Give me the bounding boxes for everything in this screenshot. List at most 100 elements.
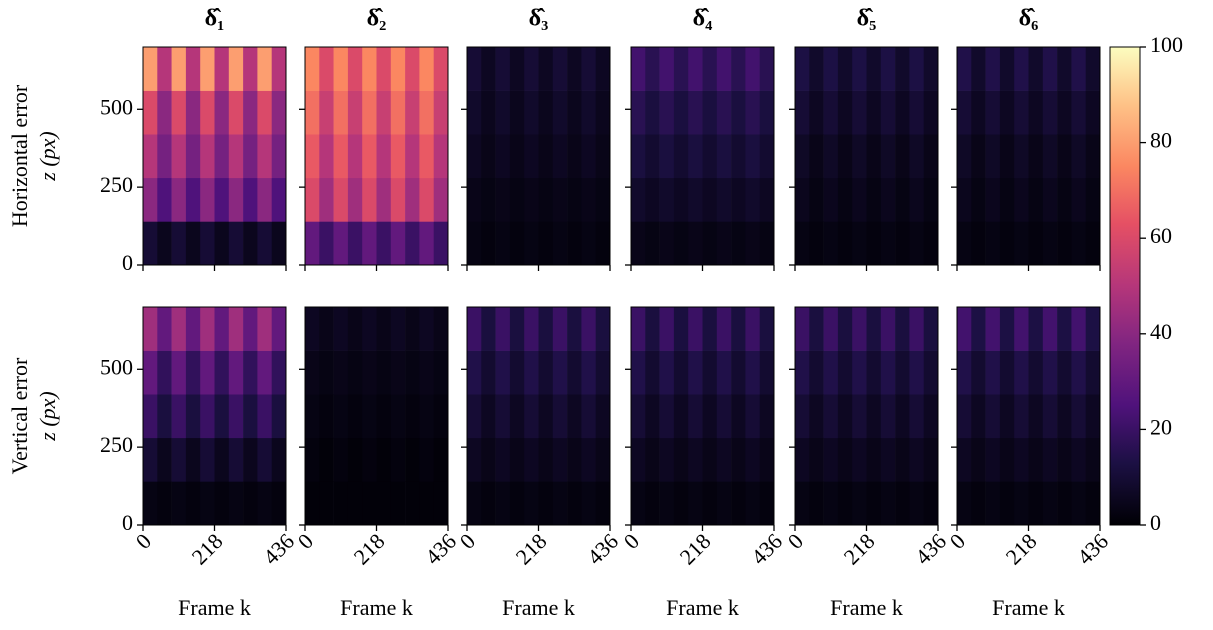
- heatmap-cell: [985, 47, 1001, 91]
- heatmap-cell: [271, 350, 287, 395]
- heatmap-cell: [631, 134, 646, 179]
- heatmap-cell: [716, 221, 732, 266]
- heatmap-cell: [1014, 90, 1029, 135]
- heatmap-cell: [524, 47, 539, 91]
- heatmap-cell: [673, 394, 689, 439]
- heatmap-cell: [923, 394, 939, 439]
- heatmap-cell: [795, 307, 810, 351]
- heatmap-cell: [1085, 221, 1101, 266]
- heatmap-cell: [347, 394, 363, 439]
- heatmap-cell: [1028, 221, 1044, 266]
- heatmap-cell: [852, 221, 867, 266]
- heatmap-cell: [538, 90, 554, 135]
- heatmap-cell: [795, 177, 810, 222]
- heatmap-cell: [1014, 350, 1029, 395]
- heatmap-cell: [333, 134, 349, 179]
- heatmap-cell: [347, 481, 363, 526]
- heatmap-cell: [538, 47, 554, 91]
- heatmap-cell: [243, 437, 258, 482]
- heatmap-cell: [631, 221, 646, 266]
- heatmap-cell: [809, 350, 824, 395]
- heatmap-cell: [390, 481, 406, 526]
- heatmap-cell: [362, 47, 377, 91]
- heatmap-cell: [985, 221, 1001, 266]
- heatmap-cell: [552, 134, 568, 179]
- heatmap-cell: [481, 437, 496, 482]
- heatmap-cell: [538, 437, 554, 482]
- heatmap-cell: [157, 177, 172, 222]
- heatmap-cell: [333, 437, 349, 482]
- colorbar: [1109, 46, 1141, 526]
- heatmap-cell: [524, 90, 539, 135]
- heatmap-cell: [837, 177, 853, 222]
- heatmap-cell: [809, 134, 824, 179]
- heatmap-cell: [837, 134, 853, 179]
- heatmap-cell: [200, 221, 215, 266]
- heatmap-cell: [957, 221, 972, 266]
- heatmap-cell: [362, 221, 377, 266]
- heatmap-cell: [347, 90, 363, 135]
- heatmap-cell: [567, 134, 582, 179]
- heatmap-cell: [631, 437, 646, 482]
- heatmap-cell: [866, 437, 882, 482]
- heatmap-cell: [759, 481, 775, 526]
- heatmap-cell: [823, 350, 839, 395]
- heatmap-cell: [688, 437, 703, 482]
- heatmap-cell: [243, 221, 258, 266]
- heatmap-cell: [909, 47, 924, 91]
- heatmap-cell: [716, 307, 732, 351]
- heatmap-cell: [595, 221, 611, 266]
- heatmap-cell: [923, 177, 939, 222]
- heatmap-cell: [1042, 134, 1058, 179]
- heatmap-cell: [852, 177, 867, 222]
- heatmap-cell: [390, 394, 406, 439]
- heatmap-cell: [731, 394, 746, 439]
- heatmap-cell: [481, 90, 496, 135]
- heatmap-cell: [376, 90, 392, 135]
- heatmap-cell: [745, 90, 760, 135]
- x-tick-label: 218: [675, 528, 716, 569]
- heatmap-cell: [895, 47, 910, 91]
- heatmap-cell: [376, 134, 392, 179]
- heatmap-cell: [1042, 350, 1058, 395]
- heatmap-cell: [731, 350, 746, 395]
- heatmap-cell: [481, 307, 496, 351]
- heatmap-cell: [257, 350, 272, 395]
- heatmap-cell: [837, 350, 853, 395]
- heatmap-cell: [880, 437, 896, 482]
- heatmap-cell: [319, 307, 334, 351]
- heatmap-cell: [200, 177, 215, 222]
- heatmap-cell: [333, 394, 349, 439]
- heatmap-cell: [688, 307, 703, 351]
- colorbar-tick-label: 0: [1150, 510, 1161, 535]
- heatmap-cell: [595, 307, 611, 351]
- heatmap-cell: [595, 437, 611, 482]
- heatmap-cell: [143, 177, 158, 222]
- heatmap-cell: [809, 307, 824, 351]
- heatmap-cell: [999, 47, 1015, 91]
- heatmap-cell: [495, 307, 511, 351]
- heatmap-cell: [1071, 90, 1086, 135]
- heatmap-cell: [731, 134, 746, 179]
- heatmap-cell: [1028, 134, 1044, 179]
- heatmap-cell: [228, 221, 244, 266]
- heatmap-cell: [1042, 47, 1058, 91]
- heatmap-cell: [971, 134, 986, 179]
- heatmap-cell: [481, 177, 496, 222]
- heatmap-cell: [257, 177, 272, 222]
- heatmap-cell: [823, 437, 839, 482]
- heatmap-cell: [305, 481, 320, 526]
- heatmap-cell: [809, 221, 824, 266]
- heatmap-cell: [1014, 394, 1029, 439]
- heatmap-cell: [971, 90, 986, 135]
- heatmap-cell: [467, 177, 482, 222]
- heatmap-cell: [214, 47, 230, 91]
- heatmap-cell: [481, 481, 496, 526]
- heatmap-cell: [716, 481, 732, 526]
- heatmap-cell: [645, 307, 660, 351]
- heatmap-cell: [567, 437, 582, 482]
- heatmap-cell: [985, 481, 1001, 526]
- heatmap-cell: [673, 177, 689, 222]
- x-tick-label: 0: [455, 528, 480, 553]
- heatmap-cell: [390, 307, 406, 351]
